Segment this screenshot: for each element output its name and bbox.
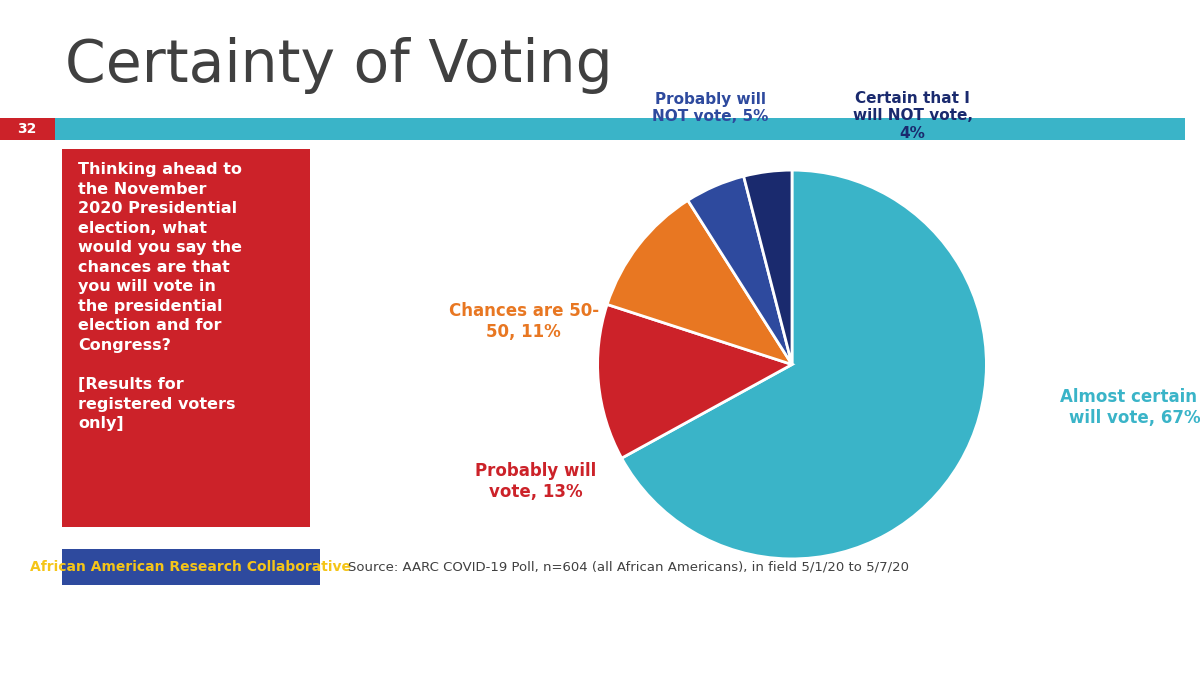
- FancyBboxPatch shape: [55, 118, 1186, 140]
- Text: 32: 32: [17, 122, 37, 136]
- Text: Almost certain I
will vote, 67%: Almost certain I will vote, 67%: [1061, 388, 1200, 427]
- Text: Source: AARC COVID-19 Poll, n=604 (all African Americans), in field 5/1/20 to 5/: Source: AARC COVID-19 Poll, n=604 (all A…: [348, 560, 910, 574]
- Wedge shape: [744, 170, 792, 364]
- Wedge shape: [598, 304, 792, 458]
- Wedge shape: [607, 200, 792, 364]
- Text: Certainty of Voting: Certainty of Voting: [65, 36, 613, 94]
- Text: Certain that I
will NOT vote,
4%: Certain that I will NOT vote, 4%: [852, 90, 972, 140]
- Wedge shape: [622, 170, 986, 559]
- Text: African American Research Collaborative: African American Research Collaborative: [30, 560, 352, 574]
- FancyBboxPatch shape: [62, 549, 320, 585]
- FancyBboxPatch shape: [0, 118, 55, 140]
- Wedge shape: [688, 176, 792, 364]
- Text: Probably will
NOT vote, 5%: Probably will NOT vote, 5%: [652, 92, 768, 124]
- FancyBboxPatch shape: [62, 149, 310, 527]
- Text: Probably will
vote, 13%: Probably will vote, 13%: [475, 462, 596, 501]
- Text: Thinking ahead to
the November
2020 Presidential
election, what
would you say th: Thinking ahead to the November 2020 Pres…: [78, 162, 242, 431]
- Text: Chances are 50-
50, 11%: Chances are 50- 50, 11%: [449, 302, 599, 341]
